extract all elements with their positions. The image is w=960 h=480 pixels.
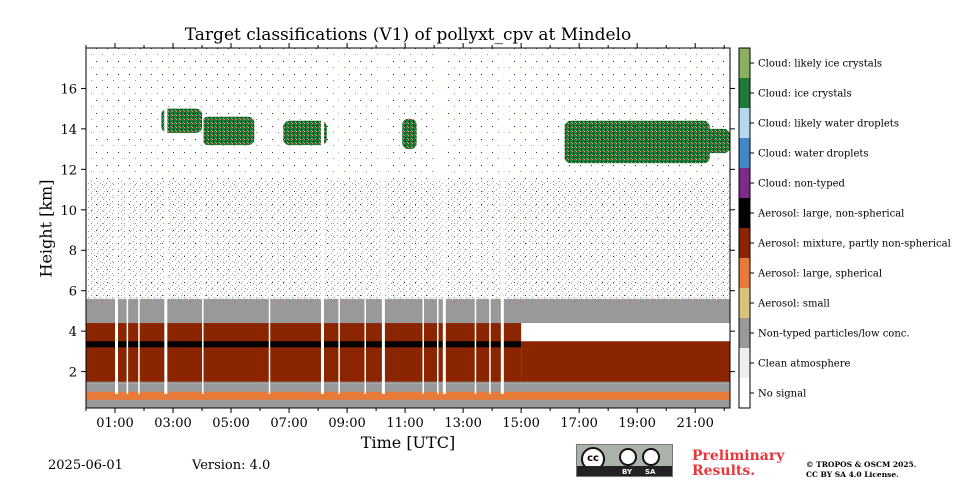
colorbar-swatch <box>739 288 750 318</box>
y-axis-label: Height [km] <box>36 179 56 278</box>
region-aerosol-mixture-partly-non-spherical <box>521 341 730 382</box>
region-aerosol-large-spherical <box>86 391 730 400</box>
x-tick-label: 03:00 <box>154 416 191 431</box>
copyright-line-2: CC BY SA 4.0 License. <box>806 470 899 479</box>
colorbar-frame <box>738 47 751 409</box>
y-tick-label: 2 <box>69 366 77 381</box>
attribution-icon <box>619 448 637 466</box>
y-tick-label: 12 <box>60 163 77 178</box>
y-tick-label: 14 <box>60 123 77 138</box>
x-tick-label: 17:00 <box>560 416 597 431</box>
version-label: Version: 4.0 <box>192 458 271 473</box>
cc-by-sa-license-badge: cc BY SA <box>576 444 673 477</box>
colorbar-swatch <box>739 228 750 258</box>
region-aerosol-large-non-spherical <box>86 341 522 348</box>
no-signal-gap <box>202 48 204 394</box>
x-tick-label: 13:00 <box>444 416 481 431</box>
copyright-notice: © TROPOS & OSCM 2025. CC BY SA 4.0 Licen… <box>806 460 916 480</box>
colorbar-label: Aerosol: large, spherical <box>757 269 882 280</box>
x-tick-label: 11:00 <box>386 416 423 431</box>
colorbar-swatch <box>739 48 750 78</box>
colorbar-swatch <box>739 108 750 138</box>
y-tick-label: 6 <box>69 285 77 300</box>
colorbar-label: Cloud: ice crystals <box>758 89 852 100</box>
no-signal-gap <box>500 48 504 394</box>
colorbar-label: Cloud: non-typed <box>758 179 846 190</box>
badge-bar <box>577 466 672 476</box>
no-signal-gap <box>268 48 271 394</box>
no-signal-gap <box>138 48 140 394</box>
preliminary-line-1: Preliminary <box>692 448 785 464</box>
no-signal-gap <box>437 48 439 394</box>
colorbar-label: Cloud: likely ice crystals <box>758 59 882 70</box>
colorbar-swatch <box>739 168 750 198</box>
no-signal-gap <box>364 48 366 394</box>
texture-overlays <box>86 48 730 394</box>
no-signal-gap <box>381 48 385 394</box>
preliminary-notice: Preliminary Results. <box>692 449 784 479</box>
preliminary-line-2: Results. <box>692 463 756 479</box>
plot-area <box>86 48 730 408</box>
no-signal-gap <box>164 48 168 394</box>
colorbar-label: No signal <box>758 389 806 400</box>
copyright-line-1: © TROPOS & OSCM 2025. <box>806 460 917 469</box>
no-signal-gap <box>442 48 446 394</box>
badge-sa-label: SA <box>645 468 656 476</box>
colorbar-label: Cloud: water droplets <box>758 149 869 160</box>
no-signal-gap <box>126 48 129 394</box>
x-tick-label: 05:00 <box>212 416 249 431</box>
y-tick-label: 4 <box>69 325 77 340</box>
share-alike-icon <box>642 448 660 466</box>
colorbar-swatch <box>739 198 750 228</box>
colorbar-swatch <box>739 138 750 168</box>
y-tick-label: 16 <box>60 82 77 97</box>
region-aerosol-mixture-partly-non-spherical <box>86 319 522 382</box>
x-tick-label: 09:00 <box>328 416 365 431</box>
x-tick-label: 07:00 <box>270 416 307 431</box>
x-tick-label: 19:00 <box>618 416 655 431</box>
x-axis-label: Time [UTC] <box>360 433 456 452</box>
colorbar-legend: Cloud: likely ice crystals Cloud: ice cry… <box>738 47 951 409</box>
colorbar-label: Cloud: likely water droplets <box>758 119 899 130</box>
y-axis: 2 4 6 8 10 12 14 16 <box>60 82 735 381</box>
chart-title: Target classifications (V1) of pollyxt_c… <box>184 25 632 45</box>
colorbar-label: Aerosol: mixture, partly non-spherical <box>757 239 951 250</box>
colorbar-swatch <box>739 318 750 348</box>
no-signal-gap <box>115 48 119 394</box>
no-signal-gap <box>474 48 477 394</box>
colorbar-label: Non-typed particles/low conc. <box>758 329 910 340</box>
x-axis: 01:00 03:00 05:00 07:00 09:00 11:00 13:00 15:00… <box>85 43 725 431</box>
speckle-red-layer <box>86 48 730 303</box>
no-signal-gap <box>422 48 425 394</box>
colorbar-swatch <box>739 348 750 378</box>
badge-by-label: BY <box>622 468 633 476</box>
colorbar-swatch <box>739 78 750 108</box>
colorbar-label: Clean atmosphere <box>758 359 851 370</box>
colorbar-swatch <box>739 378 750 408</box>
no-signal-gap <box>320 48 324 394</box>
date-label: 2025-06-01 <box>48 458 123 473</box>
plot-frame <box>85 47 731 409</box>
colorbar-swatch <box>739 258 750 288</box>
y-tick-label: 8 <box>69 244 77 259</box>
y-tick-label: 10 <box>60 204 77 219</box>
x-tick-label: 21:00 <box>676 416 713 431</box>
x-tick-label: 15:00 <box>502 416 539 431</box>
no-signal-gap <box>489 48 491 394</box>
colorbar-label: Aerosol: small <box>757 299 830 310</box>
no-signal-gap <box>338 48 340 394</box>
x-tick-label: 01:00 <box>96 416 133 431</box>
colorbar-label: Aerosol: large, non-spherical <box>757 209 904 220</box>
